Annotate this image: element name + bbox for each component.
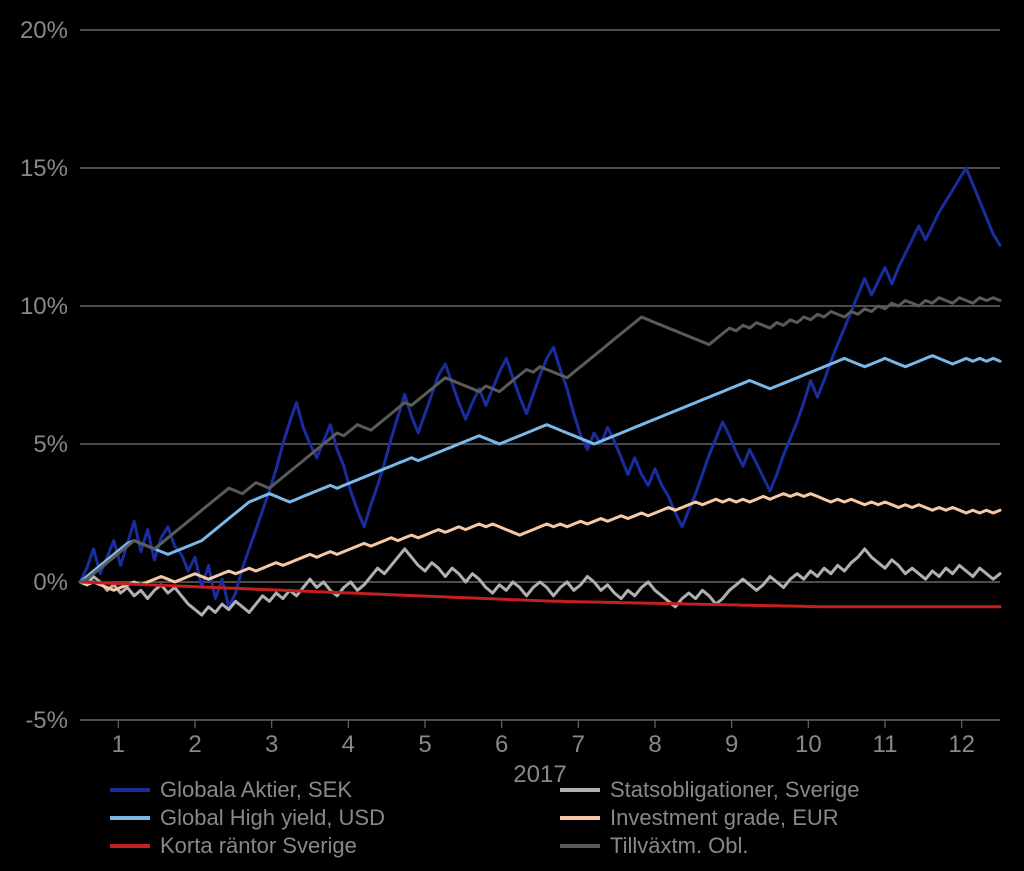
x-tick-label: 2 <box>188 731 201 758</box>
y-tick-label: 20% <box>20 17 68 44</box>
x-tick-label: 3 <box>265 731 278 758</box>
x-axis-label: 2017 <box>513 761 566 788</box>
x-tick-label: 1 <box>112 731 125 758</box>
legend-label: Tillväxtm. Obl. <box>610 833 749 858</box>
x-tick-label: 12 <box>948 731 975 758</box>
legend-label: Statsobligationer, Sverige <box>610 777 860 802</box>
x-tick-label: 7 <box>572 731 585 758</box>
x-tick-label: 8 <box>648 731 661 758</box>
chart-container: -5%0%5%10%15%20%1234567891011122017Globa… <box>0 0 1024 871</box>
x-tick-label: 9 <box>725 731 738 758</box>
line-chart: -5%0%5%10%15%20%1234567891011122017Globa… <box>0 0 1024 871</box>
y-tick-label: 15% <box>20 155 68 182</box>
y-tick-label: 10% <box>20 293 68 320</box>
legend-label: Korta räntor Sverige <box>160 833 357 858</box>
x-tick-label: 5 <box>418 731 431 758</box>
y-tick-label: -5% <box>25 707 68 734</box>
x-tick-label: 11 <box>873 731 898 758</box>
y-tick-label: 5% <box>33 431 68 458</box>
x-tick-label: 10 <box>795 731 822 758</box>
legend-label: Investment grade, EUR <box>610 805 839 830</box>
y-tick-label: 0% <box>33 569 68 596</box>
legend-label: Global High yield, USD <box>160 805 385 830</box>
x-tick-label: 4 <box>342 731 355 758</box>
legend-label: Globala Aktier, SEK <box>160 777 352 802</box>
x-tick-label: 6 <box>495 731 508 758</box>
